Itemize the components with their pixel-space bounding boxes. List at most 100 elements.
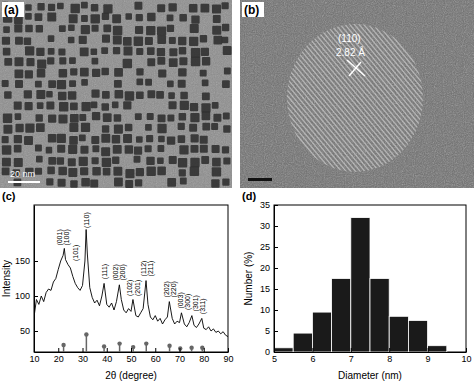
nanocube xyxy=(169,48,177,56)
nanocube xyxy=(70,68,77,75)
fringe xyxy=(364,0,474,116)
tick-mark xyxy=(107,348,108,352)
nanocube xyxy=(58,48,65,55)
nanocube xyxy=(46,101,54,109)
nanocube xyxy=(167,136,175,144)
marker-line xyxy=(349,62,361,76)
nanocube xyxy=(179,113,187,121)
nanocube xyxy=(134,2,142,10)
nanocube xyxy=(68,145,77,154)
nanocube xyxy=(147,13,155,21)
nanocube xyxy=(180,92,188,100)
nanocube xyxy=(168,3,176,11)
nanocube xyxy=(179,47,186,54)
nanocube xyxy=(202,57,210,65)
nanocube xyxy=(158,114,166,122)
nanocube xyxy=(15,37,23,45)
tick: 60 xyxy=(151,348,161,364)
nanocube xyxy=(102,158,111,167)
nanocube xyxy=(125,91,134,100)
tick: 40 xyxy=(102,348,112,364)
tick: 20 xyxy=(260,263,278,273)
nanocube xyxy=(146,167,155,176)
tick: 30 xyxy=(260,221,278,231)
nanocube xyxy=(4,58,12,66)
nanocube xyxy=(125,145,133,153)
nanocube xyxy=(136,79,143,86)
nanocube xyxy=(136,14,143,21)
nanocube xyxy=(200,145,208,153)
nanocube xyxy=(48,134,56,142)
nanocube xyxy=(48,48,55,55)
fringe xyxy=(295,21,424,174)
nanocube xyxy=(92,145,99,152)
panel-a: (a)20 nm xyxy=(0,0,232,188)
nanocube xyxy=(136,48,143,55)
tick: 7 xyxy=(349,348,354,364)
nanocube xyxy=(14,135,22,143)
tick-mark xyxy=(180,348,181,352)
peak-label: (100) xyxy=(63,229,71,245)
tick-label: 30 xyxy=(78,354,88,364)
nanocube xyxy=(2,37,10,45)
tick-mark xyxy=(351,348,352,352)
nanocube xyxy=(101,103,108,110)
nanocube xyxy=(190,113,199,122)
nanocube xyxy=(201,156,209,164)
tick-mark xyxy=(34,331,38,332)
panel-label: (a) xyxy=(4,3,19,17)
tick-label: 20 xyxy=(54,354,64,364)
nanocube xyxy=(57,134,66,143)
nanocube xyxy=(167,25,174,32)
annotation: 2.82 Å xyxy=(336,46,365,58)
nanocube xyxy=(212,158,221,167)
y-axis-title: Intensity xyxy=(1,260,12,297)
axis-line xyxy=(275,352,467,353)
nanocube xyxy=(92,69,100,77)
nanocube xyxy=(24,37,32,45)
nanocube xyxy=(37,3,44,10)
nanocube xyxy=(189,37,198,46)
nanocube xyxy=(69,80,76,87)
fringe xyxy=(336,0,465,139)
label-box xyxy=(2,2,24,17)
marker-line xyxy=(347,60,365,76)
histogram-bar xyxy=(408,321,427,353)
fringe xyxy=(391,0,474,93)
tick: 9 xyxy=(426,348,431,364)
tick: 90 xyxy=(223,348,233,364)
tick-label: 80 xyxy=(199,354,209,364)
nanocube xyxy=(146,135,153,142)
nanocube xyxy=(157,26,166,35)
nanocube xyxy=(101,47,108,54)
nanocube xyxy=(178,68,186,76)
nanocube xyxy=(69,123,78,132)
tick-mark xyxy=(274,247,278,248)
fringe xyxy=(320,0,449,153)
nanocube xyxy=(91,48,98,55)
fringe xyxy=(400,0,474,86)
nanocube xyxy=(36,48,44,56)
nanocube xyxy=(211,179,219,187)
nanocube xyxy=(70,180,77,187)
nanocube xyxy=(47,167,55,175)
nanocube xyxy=(224,68,231,75)
nanocube xyxy=(103,168,111,176)
fringe xyxy=(303,14,432,167)
tick: 8 xyxy=(387,348,392,364)
tick-mark xyxy=(34,261,38,262)
nanocube xyxy=(3,125,12,134)
nanocube xyxy=(79,114,86,121)
nanocube xyxy=(157,157,164,164)
tick-label: 7 xyxy=(349,354,354,364)
nanocube xyxy=(157,48,165,56)
fringe xyxy=(353,0,474,125)
tick-label: 60 xyxy=(151,354,161,364)
fringe xyxy=(369,0,474,111)
tick-mark xyxy=(131,348,132,352)
nanocube xyxy=(92,157,99,164)
scale-bar xyxy=(248,178,272,181)
tick-mark xyxy=(274,205,278,206)
nanocube xyxy=(92,112,100,120)
nanocube xyxy=(35,81,42,88)
